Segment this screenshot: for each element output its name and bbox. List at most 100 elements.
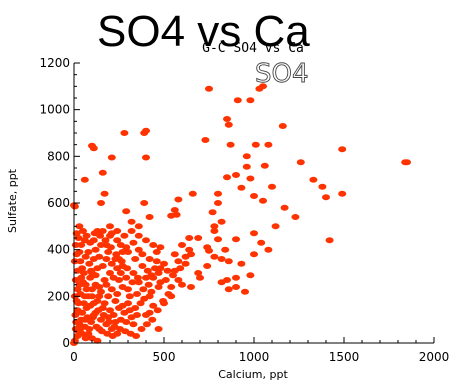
x-tick-label: 1000 [239, 350, 270, 364]
scatter-point [325, 237, 334, 244]
scatter-point [88, 286, 96, 293]
scatter-point [81, 335, 90, 342]
scatter-point [170, 251, 179, 258]
scatter-point [159, 298, 168, 304]
scatter-point [108, 333, 117, 339]
scatter-point [89, 145, 98, 152]
scatter-point [102, 281, 111, 288]
scatter-point [78, 330, 87, 337]
scatter-point [79, 270, 88, 276]
scatter-point [232, 284, 240, 290]
scatter-point [338, 190, 347, 197]
scatter-point [250, 193, 258, 199]
scatter-point [214, 190, 222, 197]
scatter-point [178, 281, 186, 288]
y-tick-label: 200 [47, 289, 70, 303]
scatter-point [100, 277, 109, 283]
scatter-point [70, 203, 79, 210]
scatter-point [113, 237, 122, 244]
scatter-point [107, 260, 116, 267]
scatter-point [140, 200, 149, 206]
scatter-point [251, 141, 260, 148]
scatter-point [154, 284, 163, 290]
scatter-point [115, 256, 123, 262]
scatter-point [131, 256, 140, 262]
scatter-point [81, 253, 90, 260]
scatter-point [226, 141, 235, 148]
scatter-point [76, 326, 85, 332]
scatter-point [161, 277, 170, 283]
scatter-point [259, 83, 267, 90]
scatter-point [79, 300, 88, 307]
x-tick-label: 500 [153, 350, 176, 364]
y-tick-label: 800 [47, 149, 70, 163]
scatter-point [77, 242, 86, 248]
scatter-point [123, 265, 132, 272]
scatter-point [148, 316, 157, 323]
scatter-point [84, 293, 93, 300]
scatter-point [242, 163, 251, 170]
y-tick-label: 1000 [39, 103, 70, 117]
scatter-point [142, 312, 150, 318]
scatter-point [134, 279, 143, 286]
scatter-point [296, 159, 305, 166]
scatter-point [210, 228, 219, 234]
scatter-point [106, 223, 114, 230]
scatter-point [75, 249, 84, 255]
scatter-point [91, 246, 100, 253]
scatter-point [210, 253, 219, 260]
scatter-point [185, 235, 194, 241]
scatter-point [79, 228, 87, 234]
scatter-point [164, 291, 173, 297]
scatter-point [241, 288, 249, 295]
scatter-point [72, 230, 81, 237]
scatter-point [169, 272, 177, 279]
scatter-point [149, 242, 158, 248]
scatter-point [152, 258, 161, 265]
scatter-point [115, 305, 123, 311]
scatter-point [210, 223, 219, 230]
scatter-point [89, 312, 98, 318]
scatter-point [187, 284, 195, 290]
scatter-point [107, 286, 116, 293]
scatter-point [116, 270, 125, 276]
scatter-point [188, 190, 197, 197]
scatter-point [80, 316, 89, 323]
scatter-point [156, 244, 165, 251]
scatter-point [403, 159, 411, 166]
scatter-point [145, 256, 154, 262]
scatter-point [208, 209, 217, 216]
scatter-point [194, 270, 203, 276]
scatter-point [138, 251, 147, 258]
scatter-point [237, 184, 246, 191]
scatter-point [136, 300, 145, 307]
scatter-point [134, 246, 143, 253]
scatter-point [78, 309, 87, 316]
scatter-point [120, 309, 129, 316]
scatter-point [242, 153, 251, 160]
scatter-point [113, 291, 122, 297]
scatter-point [129, 239, 138, 246]
scatter-point [84, 249, 93, 255]
scatter-point [112, 251, 121, 258]
y-tick-label: 0 [62, 336, 70, 350]
scatter-point [95, 293, 104, 300]
y-axis-label: Sulfate, ppt [6, 168, 19, 233]
scatter-point [205, 247, 213, 254]
scatter-point [71, 277, 80, 283]
scatter-point [154, 326, 163, 332]
scatter-point [237, 260, 246, 267]
x-tick-label: 2000 [419, 350, 450, 364]
scatter-point [224, 286, 233, 293]
scatter-point [134, 232, 143, 239]
scatter-point [194, 235, 203, 241]
scatter-point [152, 249, 161, 255]
scatter-point [246, 175, 255, 182]
scatter-point [147, 288, 156, 295]
scatter-point [257, 239, 266, 246]
scatter-point [97, 316, 105, 323]
scatter-point [129, 321, 138, 328]
scatter-point [217, 218, 226, 225]
scatter-point [154, 270, 163, 276]
scatter-point [100, 300, 109, 307]
